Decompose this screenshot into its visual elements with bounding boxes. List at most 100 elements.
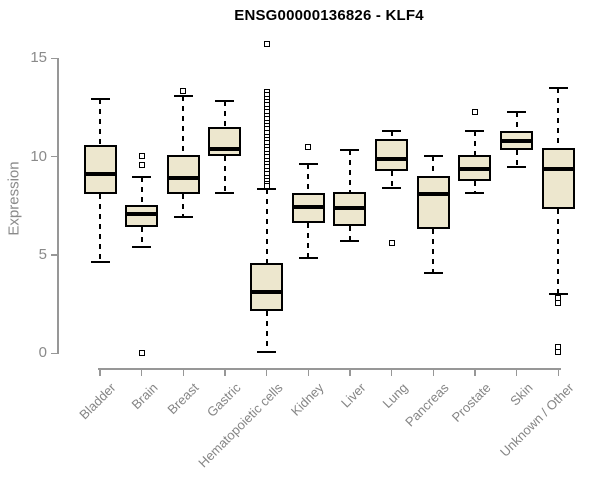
y-tick-label: 5 bbox=[38, 245, 47, 263]
lower-whisker-cap bbox=[340, 240, 360, 243]
upper-whisker-cap bbox=[173, 94, 193, 97]
upper-whisker bbox=[307, 163, 310, 193]
upper-whisker-cap bbox=[465, 130, 485, 133]
lower-whisker-cap bbox=[465, 192, 485, 194]
y-axis-line bbox=[57, 58, 59, 355]
x-axis-tick bbox=[224, 369, 226, 376]
lower-whisker-cap bbox=[90, 260, 110, 263]
y-axis-title: Expression bbox=[5, 161, 23, 236]
upper-whisker-cap bbox=[298, 162, 318, 165]
lower-whisker bbox=[473, 181, 476, 193]
outlier-point bbox=[305, 143, 312, 150]
y-tick-label: 15 bbox=[30, 49, 47, 67]
upper-whisker bbox=[557, 87, 560, 148]
upper-whisker bbox=[473, 131, 476, 155]
lower-whisker bbox=[557, 208, 560, 295]
upper-whisker bbox=[265, 189, 268, 263]
median-line bbox=[416, 191, 450, 196]
upper-whisker bbox=[99, 98, 101, 145]
upper-whisker-cap bbox=[382, 130, 402, 133]
median-line bbox=[541, 167, 575, 172]
upper-whisker-cap bbox=[548, 86, 568, 89]
chart-title: ENSG00000136826 - KLF4 bbox=[234, 7, 424, 24]
lower-whisker bbox=[223, 155, 226, 193]
x-axis-line bbox=[98, 368, 561, 370]
upper-whisker bbox=[348, 149, 351, 193]
median-line bbox=[333, 205, 367, 210]
outlier-point bbox=[263, 40, 270, 47]
median-line bbox=[375, 156, 409, 161]
outlier-point bbox=[263, 183, 270, 190]
x-axis-tick bbox=[140, 369, 143, 376]
box-brain bbox=[125, 204, 159, 228]
upper-whisker-cap bbox=[215, 99, 235, 102]
median-line bbox=[125, 211, 159, 216]
box-bladder bbox=[83, 144, 117, 194]
upper-whisker bbox=[182, 95, 185, 155]
box-hematopoietic-cells bbox=[250, 262, 284, 311]
outlier-point bbox=[555, 349, 562, 356]
lower-whisker bbox=[265, 311, 268, 353]
lower-whisker bbox=[99, 193, 101, 262]
upper-whisker bbox=[515, 112, 518, 132]
upper-whisker bbox=[223, 100, 226, 128]
outlier-point bbox=[555, 300, 562, 307]
lower-whisker bbox=[515, 149, 518, 168]
lower-whisker-cap bbox=[257, 351, 277, 354]
lower-whisker bbox=[432, 229, 435, 273]
upper-whisker-cap bbox=[423, 154, 443, 157]
median-line bbox=[291, 204, 325, 209]
lower-whisker bbox=[307, 222, 310, 258]
median-line bbox=[166, 176, 200, 181]
lower-whisker-cap bbox=[382, 187, 402, 190]
outlier-point bbox=[471, 109, 478, 116]
lower-whisker-cap bbox=[548, 293, 568, 296]
upper-whisker bbox=[390, 131, 393, 139]
lower-whisker bbox=[140, 227, 143, 248]
lower-whisker-cap bbox=[507, 166, 527, 169]
x-axis-tick bbox=[515, 369, 518, 376]
y-axis-tick bbox=[51, 155, 57, 158]
y-axis-tick bbox=[51, 352, 57, 355]
outlier-point bbox=[138, 350, 145, 357]
outlier-point bbox=[138, 152, 145, 159]
y-axis-tick bbox=[51, 254, 57, 256]
x-axis-tick bbox=[390, 369, 393, 376]
outlier-point bbox=[138, 162, 145, 169]
box-lung bbox=[375, 138, 409, 172]
median-line bbox=[458, 167, 492, 172]
outlier-point bbox=[180, 87, 187, 94]
x-axis-tick bbox=[307, 369, 310, 376]
lower-whisker bbox=[348, 226, 351, 242]
x-axis-tick bbox=[182, 369, 185, 376]
x-axis-tick bbox=[265, 369, 268, 376]
upper-whisker-cap bbox=[132, 176, 152, 179]
y-tick-label: 10 bbox=[30, 147, 47, 165]
upper-whisker bbox=[140, 177, 143, 205]
box-pancreas bbox=[416, 176, 450, 230]
box-breast bbox=[166, 154, 200, 194]
lower-whisker-cap bbox=[132, 246, 152, 249]
median-line bbox=[500, 138, 534, 143]
lower-whisker bbox=[390, 171, 393, 189]
box-unknown-other bbox=[541, 147, 575, 209]
lower-whisker-cap bbox=[215, 192, 235, 194]
x-axis-tick bbox=[349, 369, 351, 376]
box-gastric bbox=[208, 127, 242, 156]
upper-whisker-cap bbox=[507, 111, 527, 114]
y-axis-tick bbox=[51, 57, 57, 60]
median-line bbox=[83, 172, 117, 177]
x-axis-tick bbox=[557, 369, 559, 376]
lower-whisker bbox=[182, 193, 185, 217]
upper-whisker-cap bbox=[90, 97, 110, 100]
x-axis-tick bbox=[99, 369, 101, 376]
x-axis-tick bbox=[432, 369, 435, 376]
median-line bbox=[208, 146, 242, 151]
lower-whisker-cap bbox=[173, 215, 193, 218]
upper-whisker bbox=[432, 155, 435, 177]
x-axis-tick bbox=[474, 369, 476, 376]
upper-whisker-cap bbox=[340, 148, 360, 151]
outlier-point bbox=[388, 240, 395, 247]
median-line bbox=[250, 290, 284, 295]
